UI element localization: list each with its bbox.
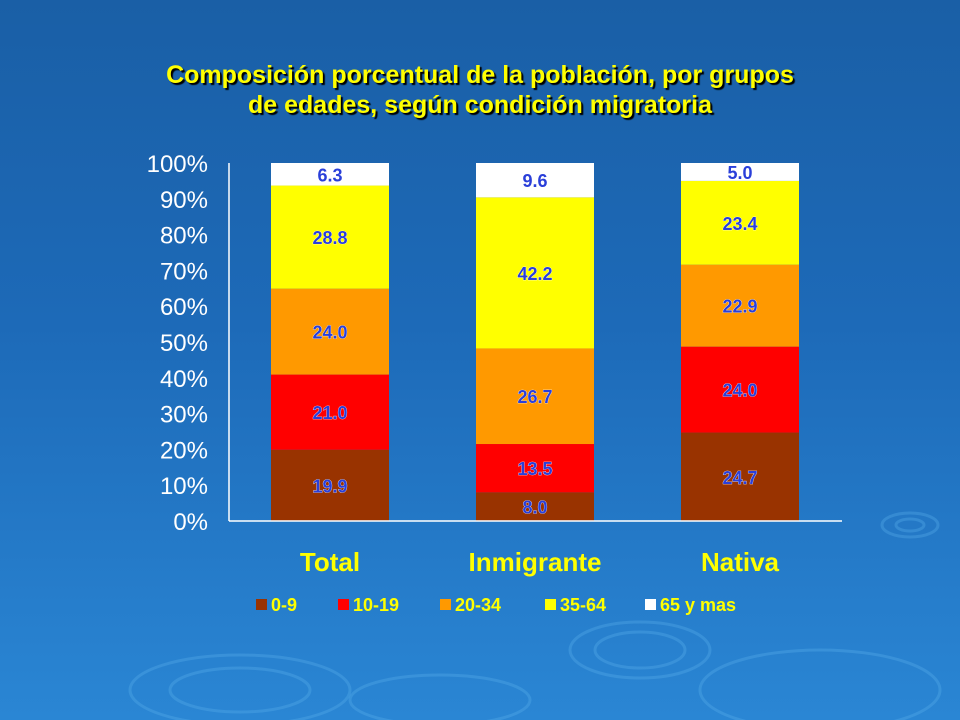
bar-segment-nativa-0	[681, 432, 799, 521]
chart-title-line-1: Composición porcentual de la población, …	[166, 61, 794, 89]
data-label: 6.3	[317, 165, 342, 185]
bar-segment-inmigrante-3	[476, 197, 594, 349]
data-label: 24.7	[722, 468, 757, 488]
data-label: 23.4	[722, 214, 757, 234]
data-label: 24.0	[312, 323, 347, 343]
y-tick-label: 20%	[160, 437, 208, 464]
legend-swatch	[256, 599, 267, 610]
data-label: 28.8	[312, 228, 347, 248]
data-label: 8.0	[522, 498, 547, 518]
data-label: 5.0	[727, 163, 752, 183]
y-tick-label: 50%	[160, 330, 208, 357]
data-label: 22.9	[722, 297, 757, 317]
y-tick-label: 0%	[173, 509, 208, 536]
legend-label: 65 y mas	[660, 595, 736, 615]
y-tick-label: 80%	[160, 223, 208, 250]
bar-segment-nativa-3	[681, 180, 799, 265]
legend-label: 0-9	[271, 595, 297, 615]
legend-label: 35-64	[560, 595, 606, 615]
data-label: 26.7	[517, 387, 552, 407]
legend-swatch	[545, 599, 556, 610]
data-label: 42.2	[517, 264, 552, 284]
bar-segment-total-4	[271, 163, 389, 186]
legend-label: 10-19	[353, 595, 399, 615]
bar-segment-total-0	[271, 449, 389, 521]
bar-segment-inmigrante-2	[476, 348, 594, 445]
legend-swatch	[645, 599, 656, 610]
bar-segment-inmigrante-0	[476, 492, 594, 521]
bar-segment-inmigrante-4	[476, 163, 594, 198]
legend-label: 20-34	[455, 595, 501, 615]
legend-swatch	[338, 599, 349, 610]
bar-segment-total-1	[271, 374, 389, 450]
bar-segment-nativa-1	[681, 346, 799, 433]
category-label: Nativa	[701, 547, 780, 577]
data-label: 24.0	[722, 381, 757, 401]
y-tick-label: 70%	[160, 258, 208, 285]
data-label: 9.6	[522, 171, 547, 191]
y-tick-label: 10%	[160, 473, 208, 500]
y-tick-label: 100%	[147, 151, 208, 178]
bar-segment-inmigrante-1	[476, 444, 594, 493]
legend-swatch	[440, 599, 451, 610]
y-tick-label: 40%	[160, 366, 208, 393]
y-tick-label: 90%	[160, 187, 208, 214]
bar-segment-total-3	[271, 185, 389, 289]
data-label: 21.0	[312, 403, 347, 423]
y-tick-label: 30%	[160, 402, 208, 429]
category-label: Inmigrante	[469, 547, 602, 577]
bar-segment-nativa-2	[681, 264, 799, 347]
y-tick-label: 60%	[160, 294, 208, 321]
data-label: 19.9	[312, 476, 347, 496]
bar-segment-total-2	[271, 288, 389, 375]
chart-title-line-2: de edades, según condición migratoria	[248, 91, 712, 119]
category-label: Total	[300, 547, 360, 577]
bar-segment-nativa-4	[681, 163, 799, 181]
data-label: 13.5	[517, 459, 552, 479]
